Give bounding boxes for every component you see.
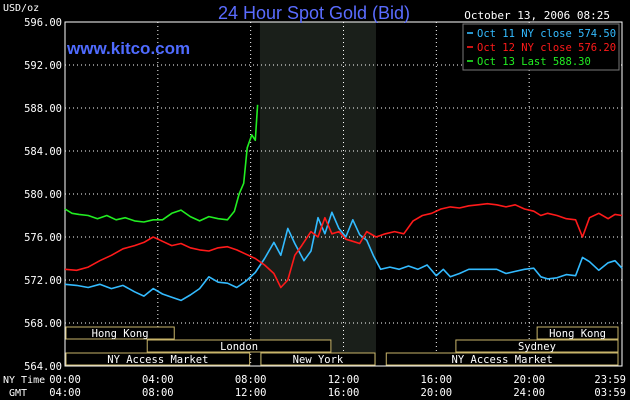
ny-time-tick: 04:00 — [142, 374, 174, 386]
gmt-time-tick: 20:00 — [421, 387, 453, 399]
chart-timestamp: October 13, 2006 08:25 — [464, 9, 610, 22]
session-label: New York — [293, 354, 344, 366]
y-tick-label: 568.00 — [24, 318, 62, 330]
series-layer — [64, 104, 623, 302]
y-tick-label: 596.00 — [24, 17, 62, 29]
ny-time-row-label: NY Time — [3, 375, 45, 386]
session-label: Hong Kong — [549, 328, 606, 340]
ny-time-tick: 16:00 — [421, 374, 453, 386]
y-tick-label: 564.00 — [24, 361, 62, 373]
y-tick-label: 572.00 — [24, 275, 62, 287]
chart-legend: Oct 11 NY close 574.50 Oct 12 NY close 57… — [462, 23, 620, 71]
session-box — [455, 339, 619, 353]
y-tick-label: 584.00 — [24, 146, 62, 158]
legend-entry: Oct 13 Last 588.30 — [477, 56, 591, 68]
y-axis-unit: USD/oz — [3, 3, 39, 14]
session-box — [65, 352, 251, 366]
session-box — [536, 326, 619, 340]
gmt-time-tick: 12:00 — [235, 387, 267, 399]
ny-time-tick: 08:00 — [235, 374, 267, 386]
session-label: Sydney — [518, 341, 556, 353]
gmt-row-label: GMT — [9, 388, 27, 399]
gmt-time-tick: 03:59 — [594, 387, 626, 399]
session-box — [385, 352, 619, 366]
series-line-3 — [64, 104, 259, 223]
session-box — [65, 326, 175, 340]
x-tick-labels: 00:0004:0004:0008:0008:0012:0012:0016:00… — [49, 374, 626, 399]
ny-time-tick: 00:00 — [49, 374, 81, 386]
session-label: Hong Kong — [92, 328, 149, 340]
series-line-2 — [64, 202, 623, 289]
legend-box — [462, 23, 620, 71]
gmt-time-tick: 16:00 — [328, 387, 360, 399]
y-tick-label: 580.00 — [24, 189, 62, 201]
session-label: NY Access Market — [452, 354, 553, 366]
session-label: London — [220, 341, 258, 353]
plot-border — [64, 21, 623, 367]
series-line-1 — [64, 211, 623, 302]
chart-title: 24 Hour Spot Gold (Bid) — [218, 3, 410, 23]
ny-time-tick: 12:00 — [328, 374, 360, 386]
gmt-time-tick: 08:00 — [142, 387, 174, 399]
y-tick-label: 576.00 — [24, 232, 62, 244]
y-tick-label: 592.00 — [24, 60, 62, 72]
legend-entry: Oct 12 NY close 576.20 — [477, 42, 616, 54]
session-label: NY Access Market — [107, 354, 208, 366]
legend-entry: Oct 11 NY close 574.50 — [477, 28, 616, 40]
y-tick-label: 588.00 — [24, 103, 62, 115]
gmt-time-tick: 24:00 — [513, 387, 545, 399]
session-box — [146, 339, 332, 353]
session-box — [260, 352, 376, 366]
ny-time-tick: 23:59 — [594, 374, 626, 386]
kitco-watermark: www.kitco.com — [66, 39, 190, 58]
gmt-time-tick: 04:00 — [49, 387, 81, 399]
y-tick-labels: 564.00 568.00 572.00 576.00 580.00 584.00 588.… — [24, 17, 62, 373]
ny-time-tick: 20:00 — [513, 374, 545, 386]
